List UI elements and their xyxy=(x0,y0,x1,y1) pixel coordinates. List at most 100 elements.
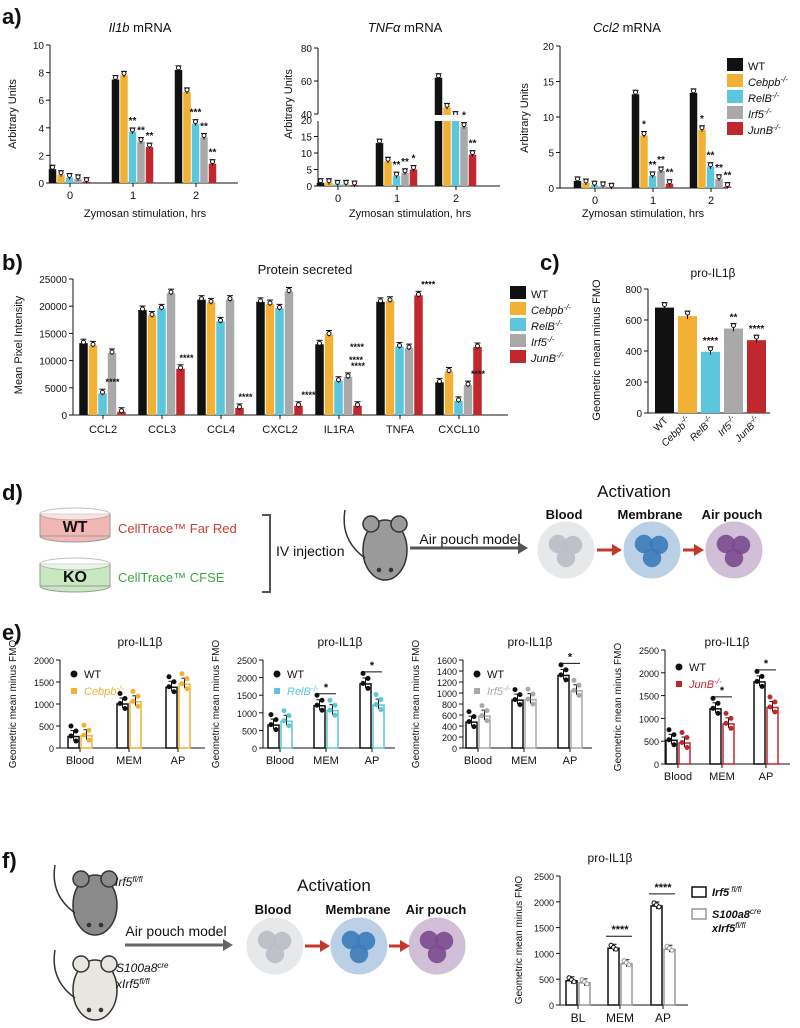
arrow-head xyxy=(694,544,704,556)
bar-relb xyxy=(157,308,166,415)
mouse-ear xyxy=(390,515,408,533)
mouse-s100a8-tail xyxy=(53,949,76,999)
y-tick-label: 500 xyxy=(644,737,659,747)
data-point xyxy=(296,402,301,408)
nucleus-lobe xyxy=(556,548,576,568)
x-tick-label: TNFA xyxy=(386,424,415,436)
data-point xyxy=(626,962,632,968)
y-tick-label: 1500 xyxy=(534,924,554,934)
data-point xyxy=(456,397,461,403)
data-point xyxy=(122,706,128,711)
significance-stars: ** xyxy=(715,163,723,174)
iv-injection-label: IV injection xyxy=(276,543,344,559)
legend-swatch-wt xyxy=(727,58,743,71)
data-point xyxy=(633,89,638,95)
bar-irf5 xyxy=(460,126,468,186)
data-point xyxy=(576,692,582,698)
data-point xyxy=(268,722,274,728)
x-tick-label: CXCL10 xyxy=(438,424,480,436)
bar-irf5 xyxy=(404,348,414,415)
legend-label: RelB-/- xyxy=(748,91,780,106)
data-point xyxy=(327,707,333,713)
bar-relb xyxy=(392,176,401,186)
significance-stars: * xyxy=(370,660,375,672)
data-point xyxy=(684,745,690,751)
chart-title: Il1b mRNA xyxy=(109,20,172,35)
bar-s100a8cre-irf5-flfl xyxy=(620,962,633,1006)
bar-wt xyxy=(376,301,385,415)
data-point xyxy=(723,710,729,716)
panel-label-d: d) xyxy=(2,480,23,505)
data-point xyxy=(352,180,357,186)
y-tick-label: 1000 xyxy=(534,949,554,959)
bar-ko xyxy=(570,690,583,749)
data-point xyxy=(471,724,477,730)
x-tick-label: Blood xyxy=(664,771,692,783)
data-point xyxy=(669,947,675,953)
y-tick-label: 0 xyxy=(252,744,257,754)
significance-stars: **** xyxy=(471,369,486,379)
bar-wt xyxy=(573,180,582,188)
y-tick-label: 0 xyxy=(49,744,54,754)
significance-stars: ** xyxy=(137,126,145,137)
significance-stars: **** xyxy=(350,342,365,352)
x-tick-label: 1 xyxy=(650,195,656,207)
data-point xyxy=(583,178,589,184)
x-tick-label: RelB-/- xyxy=(686,413,717,444)
legend-label: RelB-/- xyxy=(287,684,319,699)
mouse-genotype-label: Irf5fl/fl xyxy=(115,875,143,890)
data-point xyxy=(286,288,292,294)
data-point xyxy=(466,719,472,725)
legend-label: WT xyxy=(287,669,304,681)
x-tick-label: AP xyxy=(365,755,380,767)
bar-junb xyxy=(409,169,418,186)
data-point xyxy=(685,310,690,316)
data-point xyxy=(710,705,716,711)
data-point xyxy=(360,680,366,686)
celltrace-far-red-label: CellTrace™ Far Red xyxy=(118,521,237,536)
data-point xyxy=(600,181,606,187)
bar-relb xyxy=(706,166,715,188)
x-tick-label: Blood xyxy=(66,755,94,767)
data-point xyxy=(140,306,145,312)
data-point xyxy=(90,341,96,347)
data-point xyxy=(345,373,351,379)
chart-title: Ccl2 mRNA xyxy=(593,20,661,35)
data-point xyxy=(471,714,477,720)
y-tick-label: 15 xyxy=(543,78,555,89)
legend-label: WT xyxy=(748,61,765,73)
data-point xyxy=(484,708,490,714)
data-point xyxy=(201,132,207,138)
data-point xyxy=(237,404,242,410)
data-point xyxy=(517,702,523,708)
data-point xyxy=(178,365,183,371)
y-tick-label: 0 xyxy=(61,411,67,422)
data-point xyxy=(378,697,384,703)
legend-marker-ko xyxy=(274,688,280,694)
legend-label: Irf5-/- xyxy=(531,335,555,350)
bar-wt xyxy=(709,708,722,765)
bar-junb xyxy=(208,163,217,183)
legend-label: Irf5-/- xyxy=(487,684,511,699)
significance-stars: * xyxy=(412,154,416,165)
data-point xyxy=(406,344,412,350)
y-tick-label: 1400 xyxy=(437,667,457,677)
y-tick-label: 1600 xyxy=(437,656,457,666)
legend-label: Irf5-/- xyxy=(748,107,772,122)
bar-junb xyxy=(176,368,185,415)
chart-title: Protein secreted xyxy=(258,262,353,277)
mouse-irf5-tail xyxy=(53,864,76,914)
bar-junb xyxy=(235,407,244,415)
significance-stars: ** xyxy=(724,171,732,182)
petri-dish-top xyxy=(39,507,111,521)
legend-swatch-junb xyxy=(510,350,526,363)
y-tick-label: 5000 xyxy=(45,384,68,395)
y-tick-label: 5 xyxy=(306,166,312,177)
significance-stars: ** xyxy=(129,116,137,127)
bar-cebpb xyxy=(183,91,191,183)
bar-junb xyxy=(747,340,766,413)
bar-ko xyxy=(524,698,537,749)
data-point xyxy=(68,723,74,729)
y-tick-label: 400 xyxy=(625,347,642,358)
